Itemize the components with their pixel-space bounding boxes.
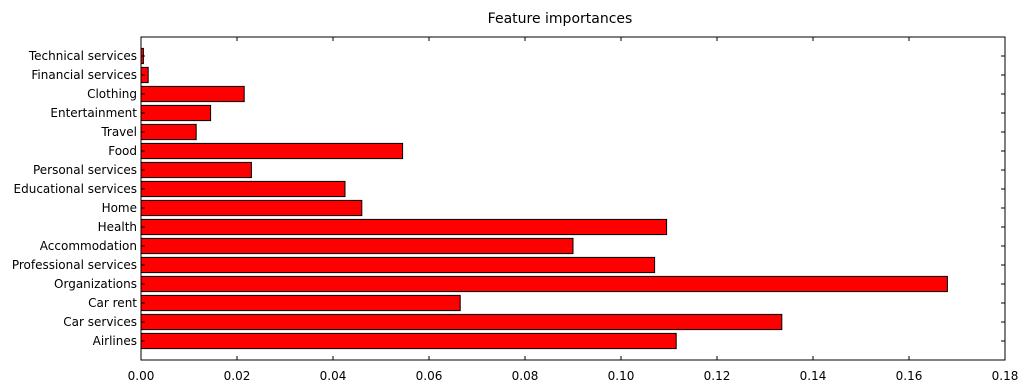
- bar-professional-services: [140, 256, 656, 274]
- bar-personal-services: [140, 161, 252, 179]
- ytick-label-technical-services: Technical services: [28, 49, 137, 63]
- ytick-label-clothing: Clothing: [87, 87, 137, 101]
- ytick-label-organizations: Organizations: [54, 277, 137, 291]
- plot-frame: [140, 36, 1006, 361]
- ytick-label-car-rent: Car rent: [88, 296, 137, 310]
- ytick-label-personal-services: Personal services: [33, 163, 137, 177]
- bar-food: [140, 142, 404, 160]
- ytick-label-health: Health: [98, 220, 137, 234]
- bar-clothing: [140, 85, 245, 103]
- ytick-label-car-services: Car services: [63, 315, 137, 329]
- xtick-label-7: 0.14: [800, 369, 827, 383]
- ytick-label-entertainment: Entertainment: [50, 106, 137, 120]
- xtick-label-0: 0.00: [128, 369, 155, 383]
- bar-health: [140, 218, 668, 236]
- bar-travel: [140, 123, 197, 141]
- ytick-label-travel: Travel: [100, 125, 137, 139]
- xtick-label-1: 0.02: [224, 369, 251, 383]
- xtick-label-5: 0.10: [608, 369, 635, 383]
- bar-airlines: [140, 332, 677, 350]
- ytick-label-educational-services: Educational services: [14, 182, 137, 196]
- axes-layer: Airlines Car services Car rent Organization…: [12, 37, 1019, 383]
- xtick-label-8: 0.16: [896, 369, 923, 383]
- ytick-label-financial-services: Financial services: [31, 68, 137, 82]
- ytick-label-accommodation: Accommodation: [40, 239, 137, 253]
- bar-car-services: [140, 313, 783, 331]
- bars-layer: [140, 47, 948, 350]
- xtick-label-9: 0.18: [992, 369, 1019, 383]
- ytick-label-professional-services: Professional services: [12, 258, 137, 272]
- xtick-label-3: 0.06: [416, 369, 443, 383]
- bar-entertainment: [140, 104, 212, 122]
- bar-educational-services: [140, 180, 346, 198]
- xtick-label-6: 0.12: [704, 369, 731, 383]
- xtick-label-2: 0.04: [320, 369, 347, 383]
- bar-accommodation: [140, 237, 574, 255]
- xtick-label-4: 0.08: [512, 369, 539, 383]
- ytick-label-food: Food: [108, 144, 137, 158]
- ytick-label-airlines: Airlines: [93, 334, 137, 348]
- ytick-label-home: Home: [102, 201, 137, 215]
- bar-car-rent: [140, 294, 461, 312]
- bar-organizations: [140, 275, 948, 293]
- bar-home: [140, 199, 363, 217]
- chart-title: Feature importances: [488, 11, 633, 27]
